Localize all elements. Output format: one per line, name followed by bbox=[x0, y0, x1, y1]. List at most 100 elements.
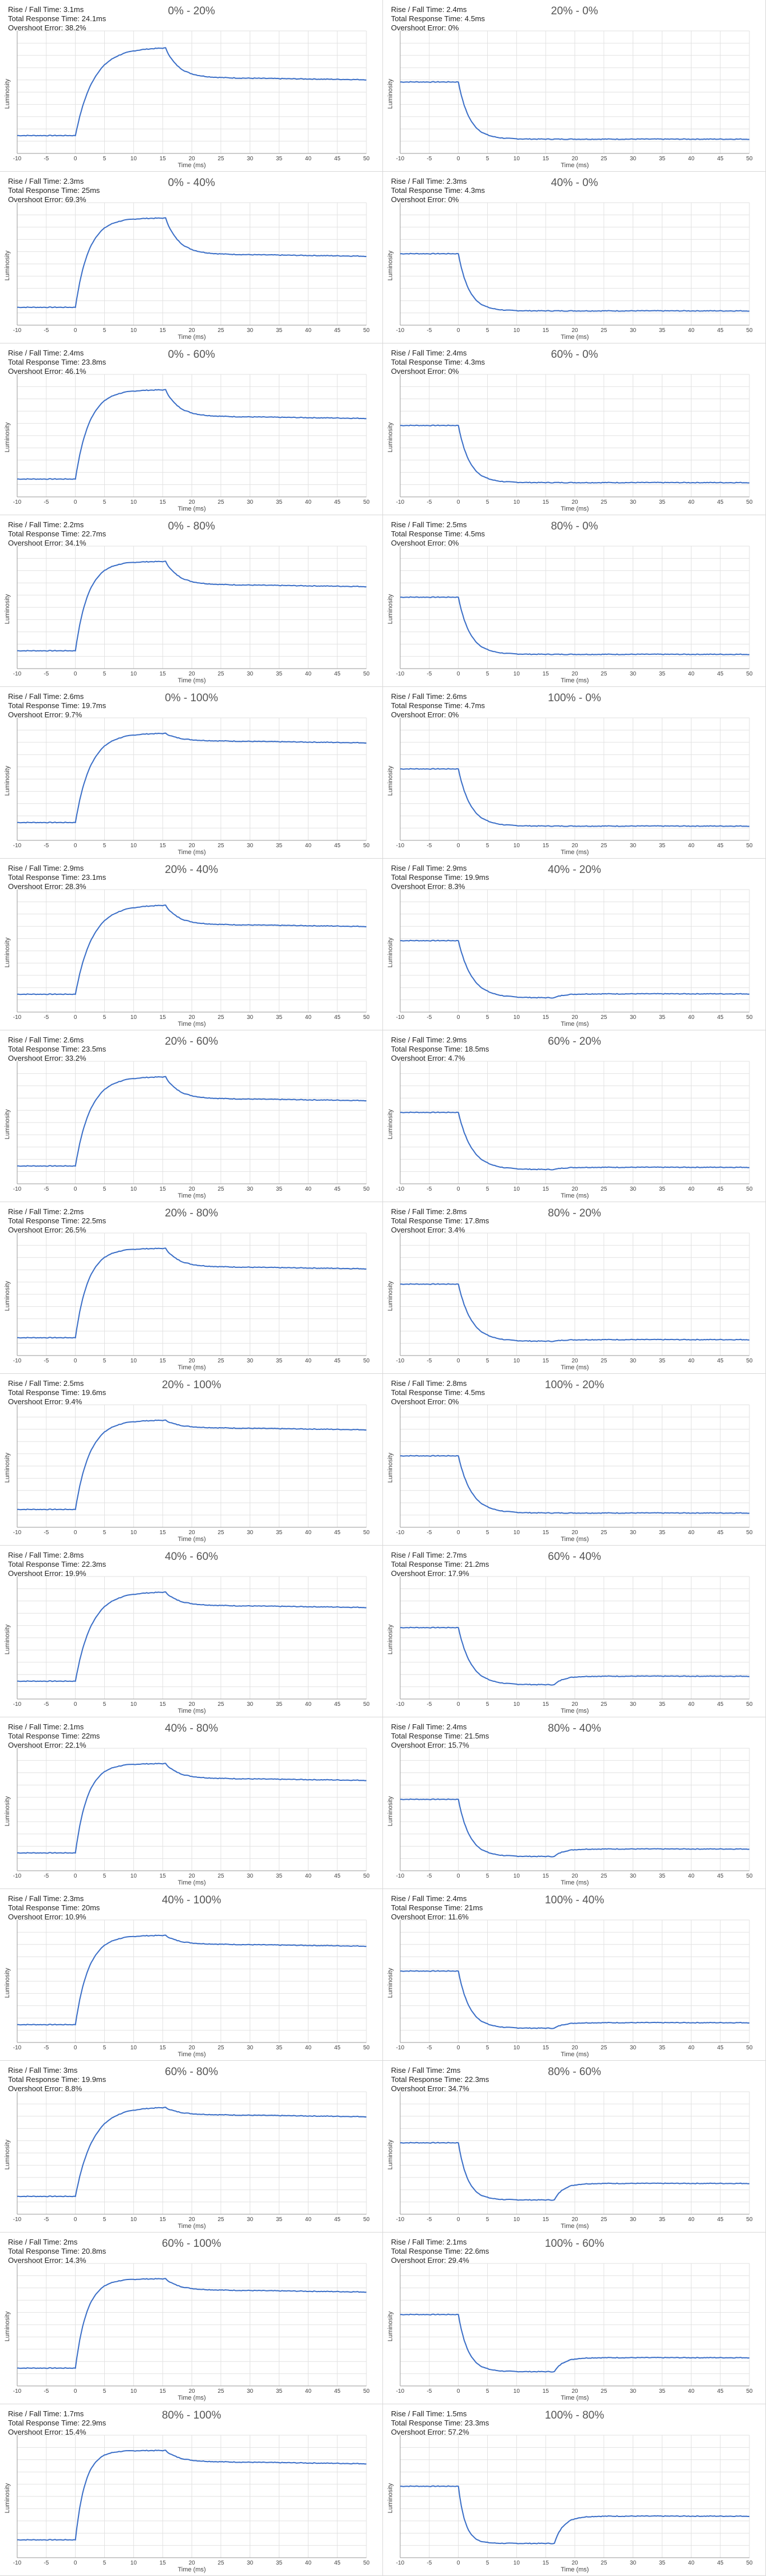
response-chart-panel: -10 -5 0 5 10 15 20 25 30 35 40 45 50 Time (ms) Lumino… bbox=[0, 172, 383, 343]
x-tick-label: 15 bbox=[543, 1014, 550, 1021]
total-response-label: Total Response Time: 22.3ms bbox=[8, 1560, 106, 1568]
x-tick-label: 0 bbox=[457, 327, 460, 334]
x-tick-label: 20 bbox=[188, 1358, 195, 1364]
x-tick-label: 25 bbox=[218, 327, 224, 334]
x-tick-label: 25 bbox=[601, 1873, 607, 1879]
x-tick-label: 0 bbox=[74, 327, 77, 334]
x-tick-label: -10 bbox=[396, 1014, 405, 1021]
x-tick-label: 5 bbox=[486, 2388, 489, 2395]
chart-title: 80% - 40% bbox=[548, 1722, 601, 1735]
x-tick-label: 15 bbox=[160, 1014, 167, 1021]
y-axis-label: Luminosity bbox=[4, 1796, 11, 1826]
x-tick-label: -5 bbox=[44, 2045, 49, 2051]
x-tick-label: -5 bbox=[44, 327, 49, 334]
x-tick-label: 40 bbox=[688, 2560, 695, 2566]
x-tick-label: 30 bbox=[247, 1358, 254, 1364]
series-line bbox=[400, 1455, 750, 1514]
x-tick-label: 5 bbox=[486, 671, 489, 677]
x-tick-label: 40 bbox=[305, 327, 312, 334]
response-chart-panel: -10 -5 0 5 10 15 20 25 30 35 40 45 50 Time (ms) Lumino… bbox=[383, 1030, 766, 1202]
x-tick-label: 20 bbox=[188, 843, 195, 849]
x-tick-label: 35 bbox=[659, 671, 666, 677]
x-tick-label: 45 bbox=[717, 1873, 724, 1879]
x-tick-label: 50 bbox=[746, 156, 753, 162]
stats-block: Rise / Fall Time: 2.4ms Total Response Ti… bbox=[391, 349, 485, 376]
chart-svg: -10 -5 0 5 10 15 20 25 30 35 40 45 50 Time (ms) Lumino… bbox=[387, 30, 753, 169]
response-chart-panel: -10 -5 0 5 10 15 20 25 30 35 40 45 50 Time (ms) Lumino… bbox=[383, 2233, 766, 2404]
x-tick-label: 25 bbox=[601, 1358, 607, 1364]
x-tick-label: 40 bbox=[688, 2045, 695, 2051]
response-chart-panel: -10 -5 0 5 10 15 20 25 30 35 40 45 50 Time (ms) Lumino… bbox=[0, 687, 383, 859]
x-tick-label: 0 bbox=[74, 1701, 77, 1708]
x-tick-label: 50 bbox=[363, 843, 370, 849]
x-tick-label: -10 bbox=[396, 843, 405, 849]
x-tick-label: 45 bbox=[334, 1873, 341, 1879]
total-response-label: Total Response Time: 4.5ms bbox=[391, 14, 485, 23]
x-tick-label: 30 bbox=[247, 1701, 254, 1708]
x-tick-label: 15 bbox=[543, 2388, 550, 2395]
x-tick-label: 30 bbox=[630, 843, 637, 849]
x-tick-label: 25 bbox=[601, 671, 607, 677]
x-tick-label: 50 bbox=[746, 2217, 753, 2223]
x-tick-label: -5 bbox=[44, 843, 49, 849]
y-axis-label: Luminosity bbox=[4, 1281, 11, 1311]
x-tick-label: -5 bbox=[44, 2217, 49, 2223]
chart-svg: -10 -5 0 5 10 15 20 25 30 35 40 45 50 Time (ms) Lumino… bbox=[4, 1576, 370, 1714]
x-tick-label: 0 bbox=[457, 1014, 460, 1021]
x-axis-label: Time (ms) bbox=[560, 2051, 589, 2058]
series-line bbox=[400, 2485, 750, 2545]
total-response-label: Total Response Time: 4.3ms bbox=[391, 186, 485, 195]
x-tick-label: 10 bbox=[131, 2388, 137, 2395]
rise-fall-label: Rise / Fall Time: 2.1ms bbox=[8, 1722, 84, 1731]
chart-svg: -10 -5 0 5 10 15 20 25 30 35 40 45 50 Time (ms) Lumino… bbox=[387, 1404, 753, 1543]
stats-block: Rise / Fall Time: 2.7ms Total Response Ti… bbox=[391, 1551, 489, 1578]
y-axis-label: Luminosity bbox=[4, 2139, 11, 2170]
chart-title: 40% - 60% bbox=[165, 1551, 218, 1563]
rise-fall-label: Rise / Fall Time: 2.8ms bbox=[391, 1379, 467, 1388]
x-axis-label: Time (ms) bbox=[560, 334, 589, 341]
x-axis-label: Time (ms) bbox=[560, 1364, 589, 1371]
x-tick-label: 20 bbox=[571, 2045, 578, 2051]
x-tick-label: 30 bbox=[247, 2217, 254, 2223]
x-tick-label: 20 bbox=[571, 1358, 578, 1364]
x-tick-label: 40 bbox=[688, 1186, 695, 1192]
rise-fall-label: Rise / Fall Time: 1.7ms bbox=[8, 2409, 84, 2418]
x-tick-label: -10 bbox=[396, 1358, 405, 1364]
y-axis-label: Luminosity bbox=[4, 937, 11, 967]
rise-fall-label: Rise / Fall Time: 2.1ms bbox=[391, 2238, 467, 2246]
stats-block: Rise / Fall Time: 2.4ms Total Response Ti… bbox=[8, 349, 106, 376]
x-tick-label: 10 bbox=[514, 1186, 520, 1192]
rise-fall-label: Rise / Fall Time: 2ms bbox=[391, 2066, 461, 2075]
rise-fall-label: Rise / Fall Time: 2.2ms bbox=[8, 520, 84, 529]
x-tick-label: 40 bbox=[305, 2045, 312, 2051]
x-tick-label: 15 bbox=[543, 2217, 550, 2223]
chart-svg: -10 -5 0 5 10 15 20 25 30 35 40 45 50 Time (ms) Lumino… bbox=[387, 1061, 753, 1199]
x-tick-label: 10 bbox=[131, 2560, 137, 2566]
chart-title: 60% - 0% bbox=[551, 349, 598, 361]
chart-svg: -10 -5 0 5 10 15 20 25 30 35 40 45 50 Time (ms) Lumino… bbox=[387, 717, 753, 856]
y-axis-label: Luminosity bbox=[387, 2139, 394, 2170]
x-tick-label: 5 bbox=[486, 327, 489, 334]
x-tick-label: 0 bbox=[74, 1358, 77, 1364]
x-tick-label: -5 bbox=[427, 671, 432, 677]
chart-title: 60% - 100% bbox=[161, 2238, 222, 2250]
x-axis-label: Time (ms) bbox=[177, 1879, 206, 1886]
x-tick-label: 50 bbox=[746, 327, 753, 334]
chart-svg: -10 -5 0 5 10 15 20 25 30 35 40 45 50 Time (ms) Lumino… bbox=[4, 2435, 370, 2573]
response-chart-panel: -10 -5 0 5 10 15 20 25 30 35 40 45 50 Time (ms) Lumino… bbox=[0, 859, 383, 1030]
x-tick-label: 35 bbox=[276, 843, 283, 849]
x-tick-label: 15 bbox=[543, 499, 550, 505]
x-axis-label: Time (ms) bbox=[560, 1021, 589, 1028]
x-tick-label: 45 bbox=[717, 843, 724, 849]
y-axis-label: Luminosity bbox=[4, 765, 11, 796]
x-tick-label: 45 bbox=[334, 2217, 341, 2223]
x-tick-label: 40 bbox=[305, 1530, 312, 1536]
x-tick-label: 5 bbox=[103, 499, 106, 505]
series-line bbox=[400, 939, 750, 999]
total-response-label: Total Response Time: 25ms bbox=[8, 186, 100, 195]
x-tick-label: 35 bbox=[276, 2217, 283, 2223]
x-tick-label: 30 bbox=[630, 1530, 637, 1536]
x-tick-label: -10 bbox=[396, 156, 405, 162]
x-tick-label: 0 bbox=[74, 1014, 77, 1021]
chart-svg: -10 -5 0 5 10 15 20 25 30 35 40 45 50 Time (ms) Lumino… bbox=[4, 374, 370, 512]
